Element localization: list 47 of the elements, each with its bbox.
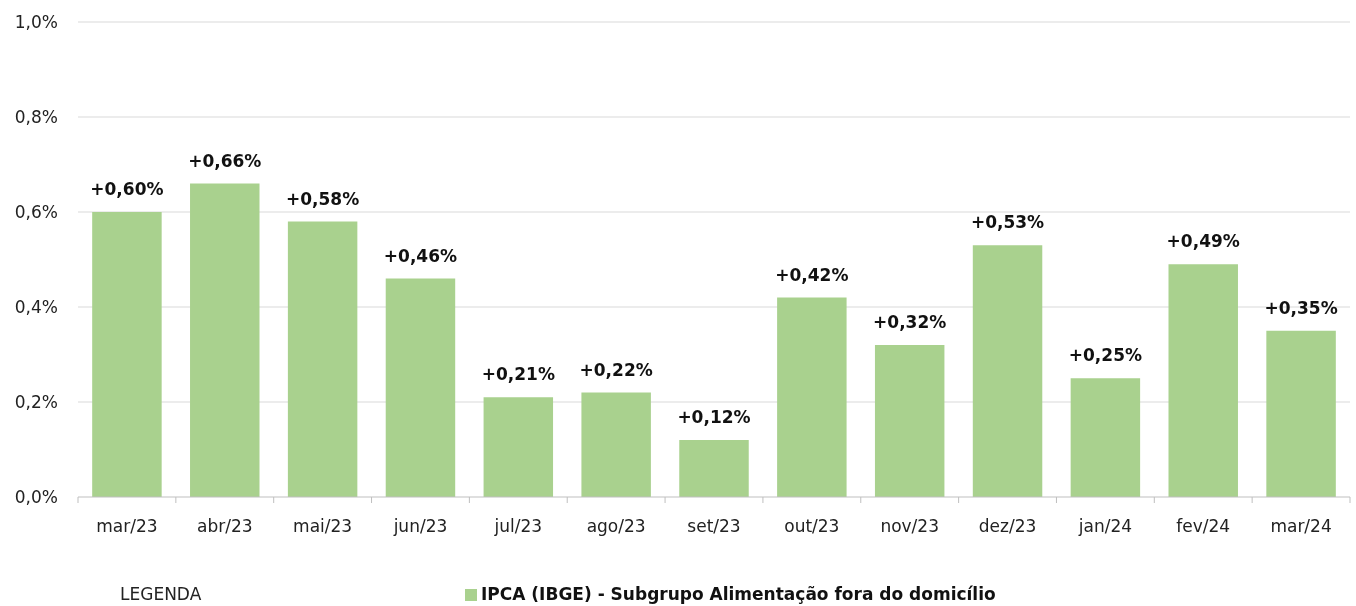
data-label: +0,21% <box>481 364 555 385</box>
data-label: +0,46% <box>383 245 458 266</box>
data-label: +0,66% <box>188 150 262 171</box>
data-label: +0,35% <box>1264 297 1338 318</box>
bar <box>92 212 162 497</box>
data-label: +0,58% <box>286 188 360 209</box>
x-tick-label: out/23 <box>784 516 840 536</box>
x-tick-label: abr/23 <box>196 516 253 536</box>
y-tick-label: 0,6% <box>14 201 58 222</box>
bar <box>1070 378 1141 497</box>
x-tick-label: jul/23 <box>493 516 543 536</box>
x-tick-label: jun/23 <box>392 516 448 536</box>
x-tick-label: set/23 <box>687 516 741 536</box>
x-tick-label: mai/23 <box>293 516 353 536</box>
bar <box>287 221 358 497</box>
data-label: +0,32% <box>873 312 947 332</box>
x-tick-label: ago/23 <box>586 516 646 536</box>
y-tick-label: 0,0% <box>14 486 58 507</box>
data-label: +0,53% <box>970 212 1045 233</box>
x-tick-label: mar/23 <box>96 516 158 536</box>
data-label: +0,22% <box>579 359 653 380</box>
x-tick-label: nov/23 <box>880 516 939 536</box>
x-tick-label: fev/24 <box>1176 516 1231 536</box>
data-label: +0,60% <box>90 179 164 199</box>
data-label: +0,12% <box>677 407 751 427</box>
data-label: +0,42% <box>775 264 849 285</box>
bar <box>190 183 260 497</box>
data-label: +0,25% <box>1068 345 1142 366</box>
y-tick-label: 0,2% <box>14 391 58 412</box>
bar <box>874 345 945 497</box>
bar <box>777 297 847 497</box>
bar <box>972 245 1043 497</box>
text: LEGENDA <box>120 584 202 604</box>
legend-label: IPCA (IBGE) - Subgrupo Alimentação fora do domicílio <box>481 584 996 604</box>
bar <box>1266 330 1336 497</box>
x-tick-label: jan/24 <box>1077 516 1133 536</box>
bar <box>679 440 749 497</box>
y-tick-label: 1,0% <box>14 11 58 32</box>
data-label: +0,49% <box>1166 231 1240 252</box>
y-tick-label: 0,8% <box>14 106 58 127</box>
x-tick-label: mar/24 <box>1270 516 1332 536</box>
x-tick-label: dez/23 <box>978 516 1037 536</box>
bar <box>385 278 456 497</box>
bar <box>1168 264 1238 497</box>
y-tick-label: 0,4% <box>14 296 58 317</box>
bar <box>483 397 554 497</box>
bar <box>581 392 651 497</box>
